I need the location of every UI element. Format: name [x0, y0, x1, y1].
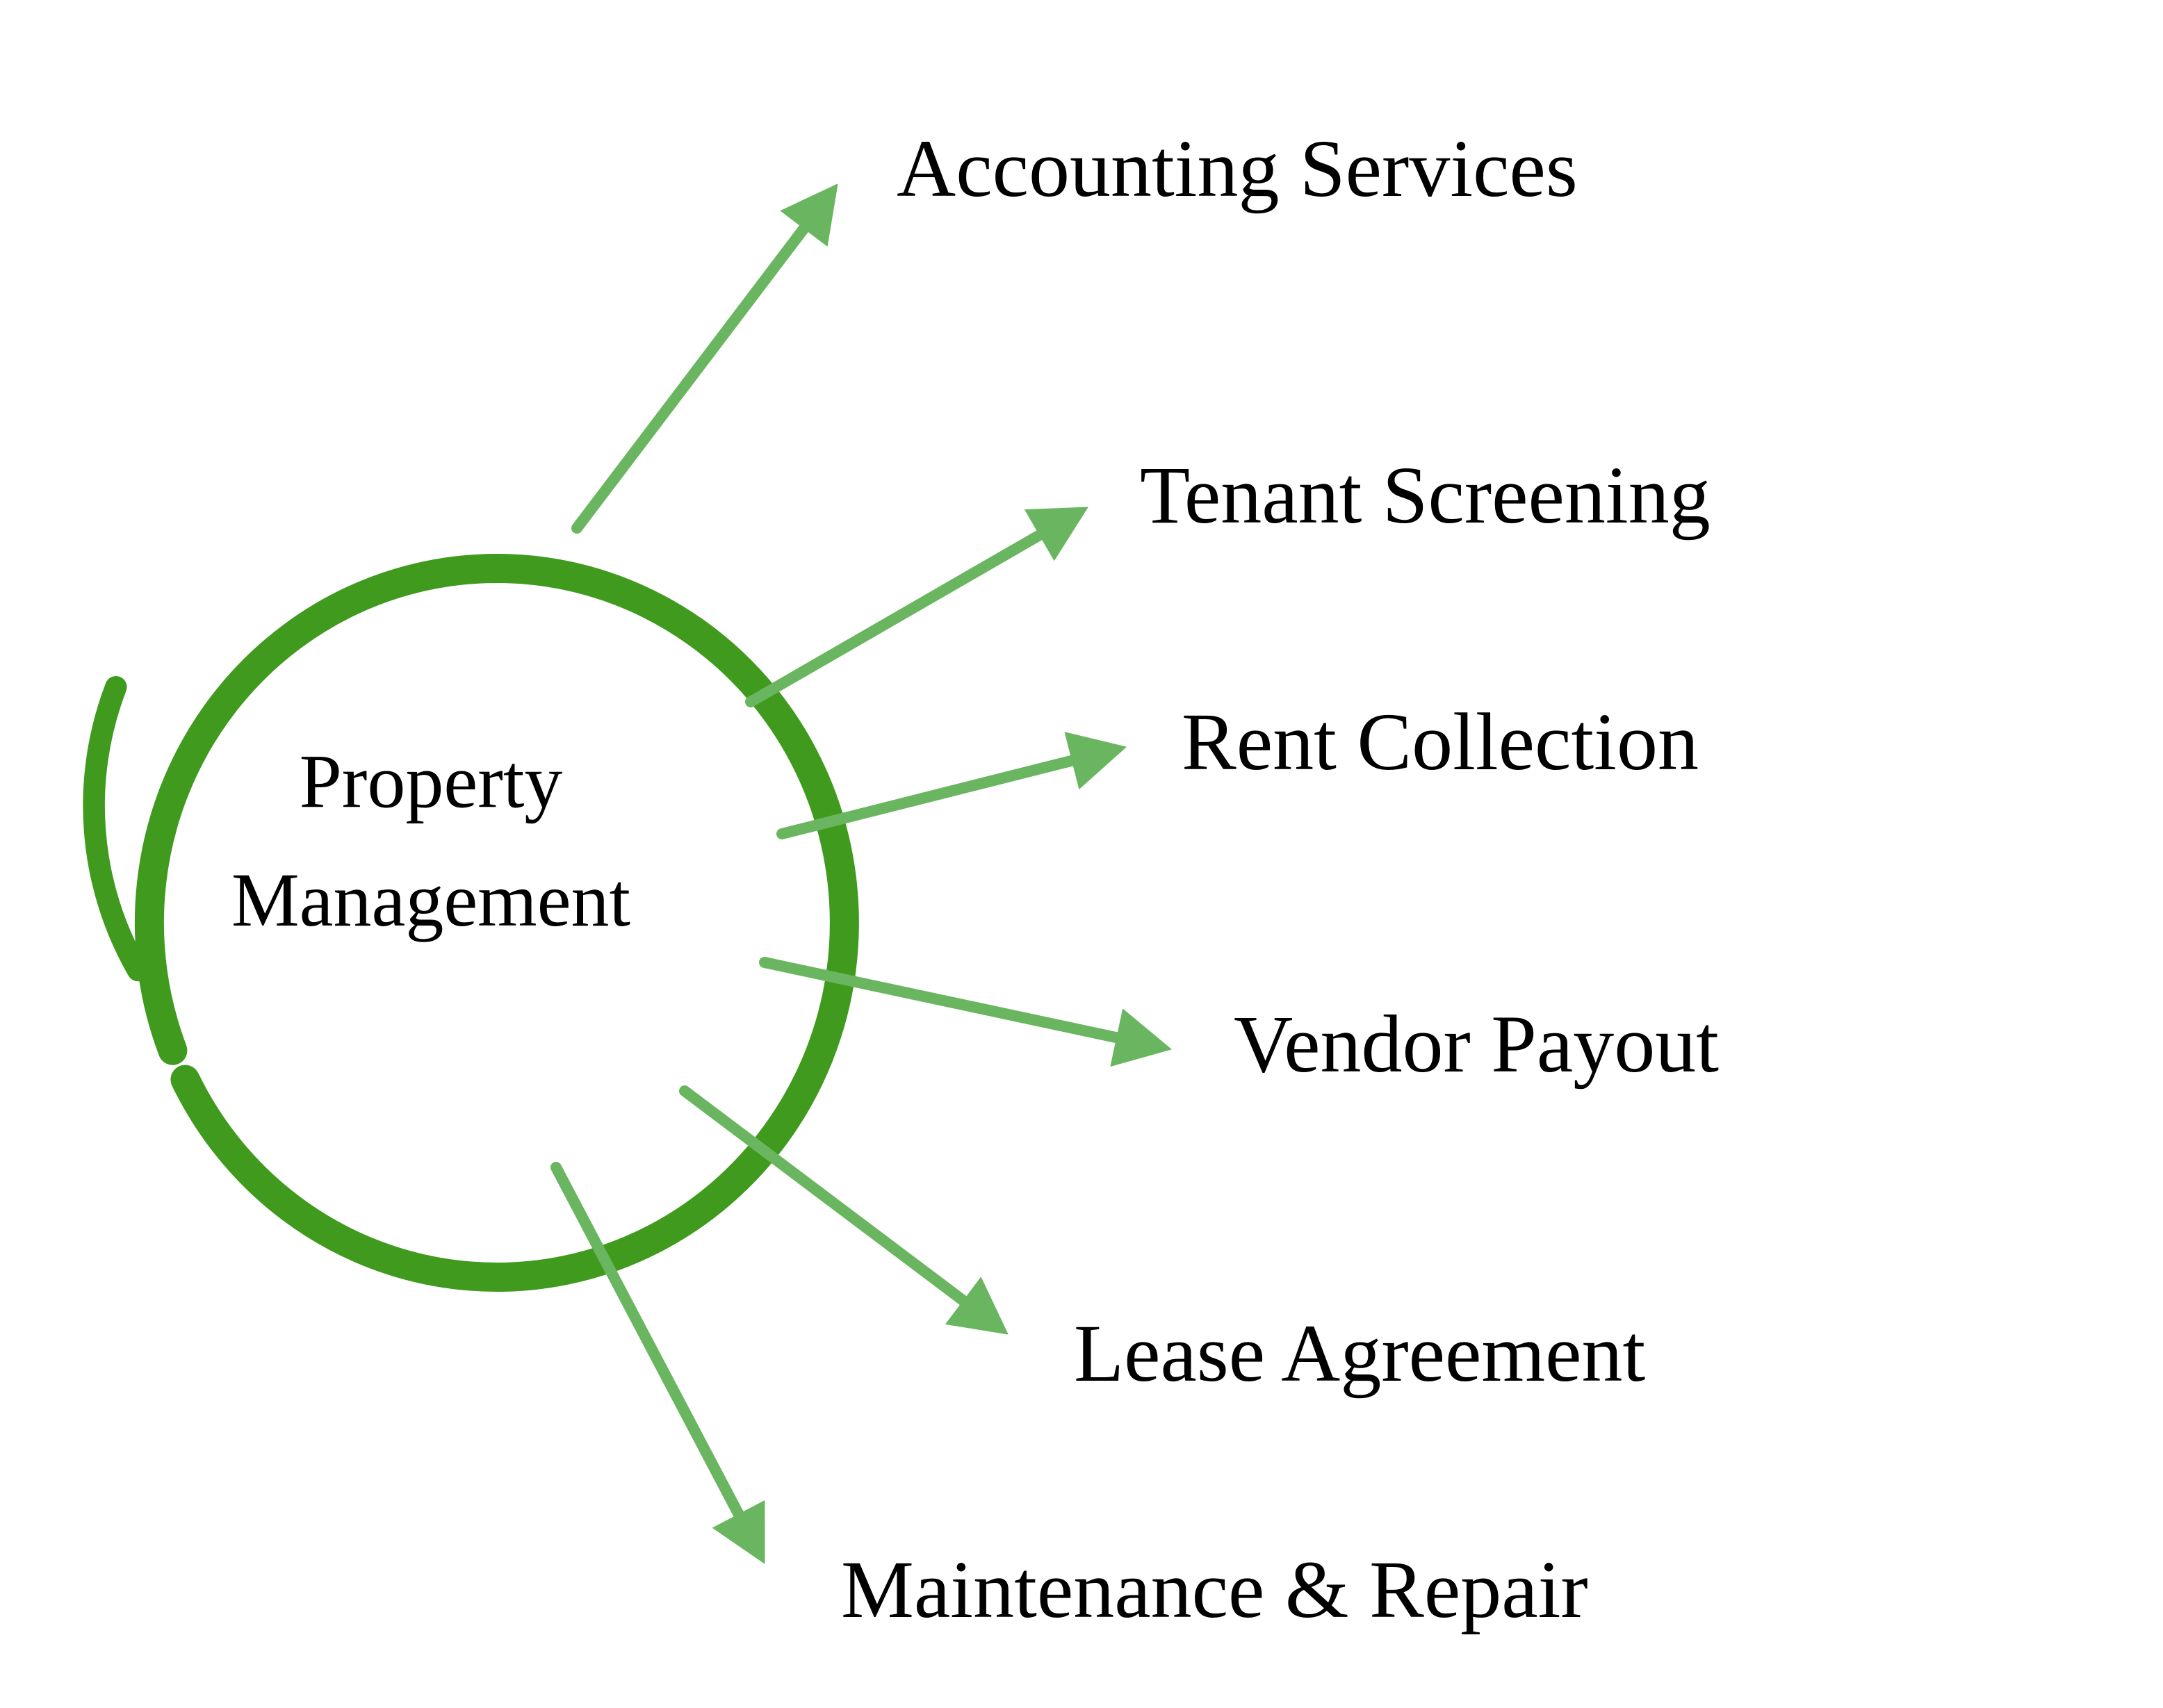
arrow-head [781, 184, 838, 246]
branch-label: Rent Collection [1182, 696, 1699, 787]
center-label: PropertyManagement [231, 739, 630, 943]
branch-label: Lease Agreement [1074, 1308, 1646, 1399]
arrow-head [1065, 732, 1126, 789]
branch-label: Maintenance & Repair [841, 1544, 1588, 1635]
branch-label: Accounting Services [897, 123, 1578, 214]
diagram-canvas: PropertyManagement Accounting Services Ten… [0, 0, 2163, 1708]
arrow-head [946, 1277, 1008, 1334]
arrow-head [1111, 1009, 1171, 1066]
branch-label: Vendor Payout [1234, 999, 1719, 1090]
arrow-shaft [577, 229, 804, 528]
arrow-shaft [751, 535, 1040, 702]
center-circle-overlap [94, 687, 138, 971]
branch-label: Tenant Screening [1140, 450, 1711, 541]
